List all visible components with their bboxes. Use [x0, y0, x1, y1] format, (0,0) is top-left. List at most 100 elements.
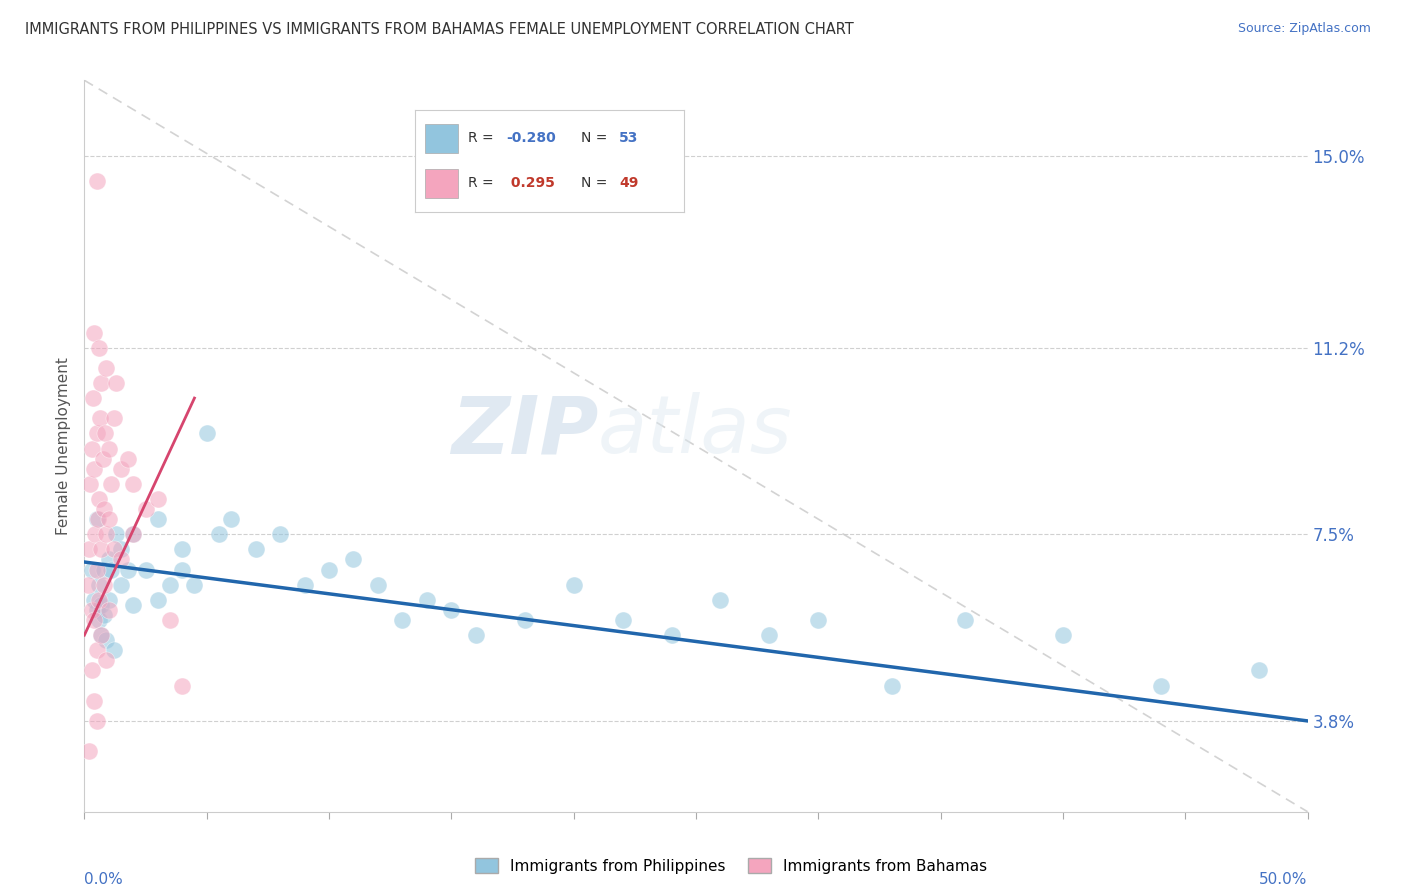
Point	[90, 628, 112, 642]
Point	[195, 426, 218, 441]
Point	[208, 527, 231, 541]
Point	[93, 502, 115, 516]
Point	[146, 491, 169, 506]
Text: atlas: atlas	[598, 392, 793, 470]
Point	[83, 613, 105, 627]
Point	[122, 476, 145, 491]
Point	[97, 512, 120, 526]
Point	[135, 563, 157, 577]
Point	[294, 578, 316, 592]
Point	[758, 628, 780, 642]
Text: Source: ZipAtlas.com: Source: ZipAtlas.com	[1237, 22, 1371, 36]
Point	[77, 744, 100, 758]
Point	[91, 451, 114, 466]
Point	[1247, 664, 1270, 678]
Point	[172, 542, 194, 557]
Point	[87, 613, 110, 627]
Point	[117, 563, 139, 577]
Point	[183, 578, 205, 592]
Text: 0.0%: 0.0%	[84, 872, 124, 888]
Point	[80, 442, 103, 456]
Point	[97, 442, 120, 456]
Point	[416, 592, 439, 607]
Point	[77, 578, 100, 592]
Point	[122, 598, 145, 612]
Point	[86, 714, 108, 728]
Point	[612, 613, 634, 627]
Point	[93, 563, 115, 577]
Point	[97, 592, 120, 607]
Point	[84, 527, 107, 541]
Point	[391, 613, 413, 627]
Point	[90, 376, 112, 390]
Point	[86, 603, 108, 617]
Y-axis label: Female Unemployment: Female Unemployment	[56, 357, 72, 535]
Point	[93, 578, 115, 592]
Point	[80, 603, 103, 617]
Point	[110, 461, 132, 475]
Point	[103, 411, 125, 425]
Point	[82, 391, 104, 405]
Point	[440, 603, 463, 617]
Point	[110, 578, 132, 592]
Point	[90, 542, 112, 557]
Point	[97, 552, 120, 566]
Point	[146, 592, 169, 607]
Point	[96, 527, 118, 541]
Point	[342, 552, 364, 566]
Point	[86, 512, 108, 526]
Point	[110, 552, 132, 566]
Point	[172, 563, 194, 577]
Text: 50.0%: 50.0%	[1260, 872, 1308, 888]
Point	[135, 502, 157, 516]
Point	[87, 578, 110, 592]
Point	[87, 512, 110, 526]
Point	[87, 592, 110, 607]
Point	[807, 613, 830, 627]
Point	[87, 491, 110, 506]
Point	[83, 592, 105, 607]
Point	[86, 426, 108, 441]
Point	[86, 174, 108, 188]
Point	[87, 341, 110, 355]
Point	[464, 628, 486, 642]
Point	[172, 679, 194, 693]
Point	[219, 512, 242, 526]
Point	[86, 643, 108, 657]
Point	[97, 603, 120, 617]
Point	[1150, 679, 1173, 693]
Point	[77, 542, 100, 557]
Point	[100, 476, 122, 491]
Point	[562, 578, 585, 592]
Point	[80, 563, 103, 577]
Point	[83, 694, 105, 708]
Point	[96, 360, 118, 375]
Point	[269, 527, 291, 541]
Point	[83, 326, 105, 340]
Legend: Immigrants from Philippines, Immigrants from Bahamas: Immigrants from Philippines, Immigrants …	[468, 852, 994, 880]
Point	[159, 613, 181, 627]
Point	[146, 512, 169, 526]
Point	[117, 451, 139, 466]
Point	[318, 563, 340, 577]
Point	[103, 542, 125, 557]
Point	[1052, 628, 1074, 642]
Point	[89, 411, 111, 425]
Point	[513, 613, 536, 627]
Point	[100, 563, 122, 577]
Point	[80, 664, 103, 678]
Text: IMMIGRANTS FROM PHILIPPINES VS IMMIGRANTS FROM BAHAMAS FEMALE UNEMPLOYMENT CORRE: IMMIGRANTS FROM PHILIPPINES VS IMMIGRANT…	[25, 22, 853, 37]
Point	[86, 563, 108, 577]
Point	[96, 633, 118, 648]
Point	[105, 527, 128, 541]
Point	[245, 542, 267, 557]
Point	[709, 592, 731, 607]
Point	[93, 607, 115, 622]
Point	[122, 527, 145, 541]
Point	[122, 527, 145, 541]
Point	[94, 426, 117, 441]
Text: ZIP: ZIP	[451, 392, 598, 470]
Point	[90, 598, 112, 612]
Point	[90, 628, 112, 642]
Point	[953, 613, 976, 627]
